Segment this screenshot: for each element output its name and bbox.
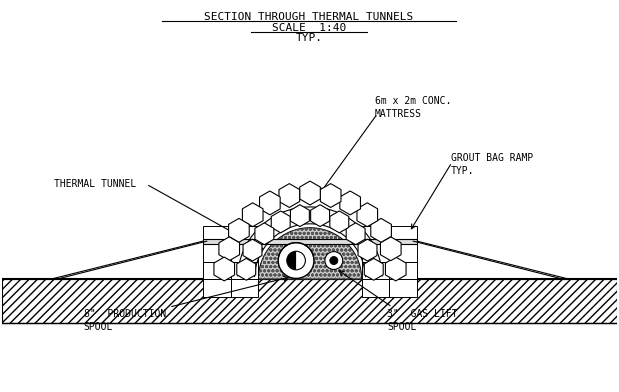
Polygon shape: [243, 203, 263, 227]
Text: 8"  PRODUCTION
SPOOL: 8" PRODUCTION SPOOL: [84, 309, 166, 332]
Bar: [230, 261, 258, 279]
Polygon shape: [371, 218, 391, 242]
Text: SCALE  1:40: SCALE 1:40: [272, 23, 346, 33]
Bar: [203, 226, 230, 244]
Polygon shape: [386, 257, 406, 281]
Polygon shape: [346, 223, 365, 245]
Polygon shape: [311, 205, 329, 227]
Polygon shape: [255, 223, 274, 245]
Bar: [203, 239, 417, 244]
Polygon shape: [271, 211, 290, 233]
Bar: [389, 226, 417, 244]
Bar: [230, 244, 258, 261]
Text: 3"  GAS LIFT
SPOOL: 3" GAS LIFT SPOOL: [387, 309, 458, 332]
Bar: [230, 279, 258, 297]
Polygon shape: [259, 191, 280, 215]
Bar: [203, 244, 230, 261]
Bar: [2, 279, 617, 323]
Text: SECTION THROUGH THERMAL TUNNELS: SECTION THROUGH THERMAL TUNNELS: [204, 12, 413, 22]
Bar: [361, 261, 389, 279]
Circle shape: [330, 256, 338, 265]
Polygon shape: [357, 203, 378, 227]
Text: TYP.: TYP.: [295, 33, 322, 43]
Text: GROUT BAG RAMP
TYP.: GROUT BAG RAMP TYP.: [451, 152, 533, 176]
Bar: [361, 244, 389, 261]
Polygon shape: [279, 183, 300, 207]
Bar: [203, 279, 230, 297]
Polygon shape: [358, 239, 377, 261]
Polygon shape: [330, 211, 348, 233]
Polygon shape: [237, 258, 256, 280]
Bar: [389, 279, 417, 297]
Wedge shape: [287, 251, 296, 270]
Bar: [361, 279, 389, 297]
Polygon shape: [340, 191, 360, 215]
Polygon shape: [321, 183, 341, 207]
Circle shape: [278, 243, 314, 278]
Polygon shape: [365, 258, 383, 280]
Polygon shape: [258, 228, 361, 279]
Circle shape: [325, 252, 343, 269]
Bar: [230, 226, 258, 244]
Polygon shape: [214, 257, 235, 281]
Circle shape: [287, 251, 305, 270]
Bar: [389, 244, 417, 261]
Bar: [203, 261, 230, 279]
Polygon shape: [228, 218, 249, 242]
Polygon shape: [219, 237, 240, 261]
Polygon shape: [381, 237, 401, 261]
Polygon shape: [290, 205, 310, 227]
Bar: [389, 261, 417, 279]
Polygon shape: [243, 239, 262, 261]
Bar: [361, 226, 389, 244]
Text: THERMAL TUNNEL: THERMAL TUNNEL: [54, 179, 136, 189]
Text: 6m x 2m CONC.
MATTRESS: 6m x 2m CONC. MATTRESS: [374, 96, 451, 119]
Bar: [2, 279, 617, 323]
Polygon shape: [300, 181, 320, 205]
